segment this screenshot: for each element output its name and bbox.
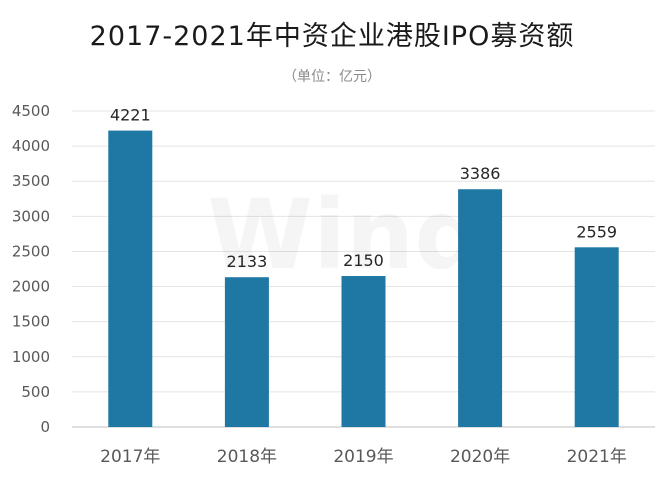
bar bbox=[458, 189, 503, 427]
data-label: 4221 bbox=[110, 106, 151, 125]
y-tick-label: 4000 bbox=[12, 137, 50, 155]
x-tick-label: 2020年 bbox=[450, 447, 510, 467]
y-tick-label: 2500 bbox=[12, 242, 50, 260]
data-label: 2559 bbox=[576, 222, 617, 241]
y-tick-label: 0 bbox=[40, 418, 50, 436]
data-label: 2150 bbox=[343, 251, 384, 270]
bar bbox=[341, 276, 386, 427]
data-label: 2133 bbox=[227, 252, 268, 271]
y-axis: 0 500 1000 1500 2000 2500 3000 3500 4000 4500 bbox=[12, 102, 50, 436]
bar bbox=[108, 130, 153, 428]
bar bbox=[574, 247, 619, 427]
chart-subtitle: （单位：亿元） bbox=[283, 69, 381, 85]
x-tick-label: 2021年 bbox=[567, 447, 627, 467]
x-tick-label: 2018年 bbox=[217, 447, 277, 467]
y-tick-label: 4500 bbox=[12, 102, 50, 120]
x-axis: 2017年 2018年 2019年 2020年 2021年 bbox=[100, 447, 627, 467]
chart-title: 2017-2021年中资企业港股IPO募资额 bbox=[89, 21, 575, 52]
x-tick-label: 2019年 bbox=[333, 447, 393, 467]
x-tick-label: 2017年 bbox=[100, 447, 160, 467]
y-tick-label: 2000 bbox=[12, 278, 50, 296]
watermark: Wind bbox=[207, 179, 483, 291]
bars: 4221 2133 2150 3386 2559 bbox=[108, 106, 619, 428]
data-label: 3386 bbox=[460, 164, 501, 183]
y-tick-label: 3500 bbox=[12, 172, 50, 190]
y-tick-label: 1500 bbox=[12, 313, 50, 331]
y-tick-label: 3000 bbox=[12, 207, 50, 225]
bar bbox=[224, 277, 269, 427]
y-tick-label: 1000 bbox=[12, 348, 50, 366]
y-tick-label: 500 bbox=[21, 383, 50, 401]
